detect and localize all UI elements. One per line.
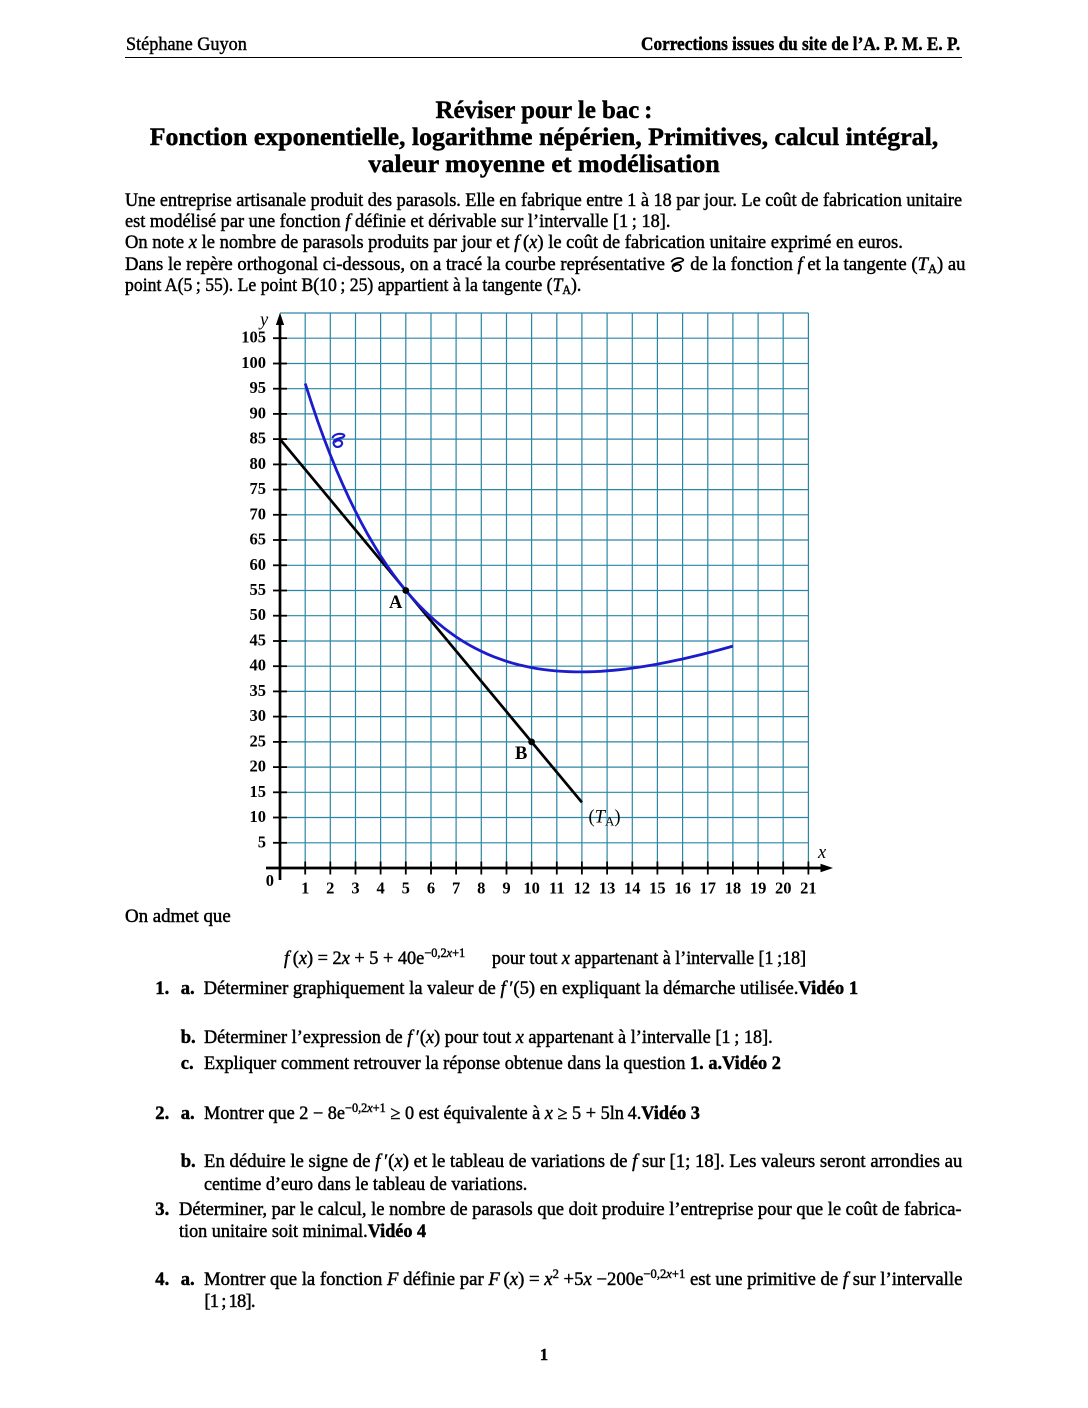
svg-text:70: 70 xyxy=(250,504,267,523)
svg-text:45: 45 xyxy=(250,631,267,650)
svg-text:15: 15 xyxy=(250,782,267,801)
svg-text:(TA): (TA) xyxy=(589,808,621,829)
svg-text:20: 20 xyxy=(250,757,267,776)
svg-text:19: 19 xyxy=(750,878,767,897)
svg-text:3: 3 xyxy=(351,878,359,897)
svg-text:5: 5 xyxy=(402,878,410,897)
svg-text:5: 5 xyxy=(258,832,266,851)
svg-text:16: 16 xyxy=(674,878,691,897)
svg-text:8: 8 xyxy=(477,878,485,897)
svg-text:y: y xyxy=(258,311,269,331)
svg-text:75: 75 xyxy=(250,479,267,498)
svg-text:14: 14 xyxy=(624,878,641,897)
svg-text:90: 90 xyxy=(250,403,267,422)
svg-text:10: 10 xyxy=(523,878,540,897)
svg-text:35: 35 xyxy=(250,681,267,700)
svg-text:80: 80 xyxy=(250,454,267,473)
svg-text:65: 65 xyxy=(250,530,267,549)
svg-text:30: 30 xyxy=(250,706,267,725)
svg-text:9: 9 xyxy=(502,878,510,897)
svg-text:4: 4 xyxy=(376,878,384,897)
svg-text:85: 85 xyxy=(250,429,267,448)
svg-text:6: 6 xyxy=(427,878,435,897)
svg-text:95: 95 xyxy=(250,378,267,397)
svg-text:12: 12 xyxy=(574,878,591,897)
svg-text:60: 60 xyxy=(250,555,267,574)
svg-text:A: A xyxy=(389,593,403,613)
svg-text:0: 0 xyxy=(266,871,274,890)
svg-text:1: 1 xyxy=(301,878,309,897)
svg-text:15: 15 xyxy=(649,878,666,897)
svg-text:13: 13 xyxy=(599,878,616,897)
svg-text:17: 17 xyxy=(700,878,717,897)
svg-text:40: 40 xyxy=(250,656,267,675)
svg-text:105: 105 xyxy=(241,328,266,347)
svg-text:18: 18 xyxy=(725,878,742,897)
svg-text:2: 2 xyxy=(326,878,334,897)
svg-text:B: B xyxy=(515,744,527,764)
svg-text:11: 11 xyxy=(549,878,565,897)
svg-text:55: 55 xyxy=(250,580,267,599)
svg-text:20: 20 xyxy=(775,878,792,897)
svg-text:7: 7 xyxy=(452,878,460,897)
svg-text:100: 100 xyxy=(241,353,266,372)
svg-text:50: 50 xyxy=(250,605,267,624)
svg-text:21: 21 xyxy=(800,878,817,897)
svg-text:10: 10 xyxy=(250,807,267,826)
svg-text:25: 25 xyxy=(250,731,267,750)
svg-text:x: x xyxy=(817,843,827,863)
